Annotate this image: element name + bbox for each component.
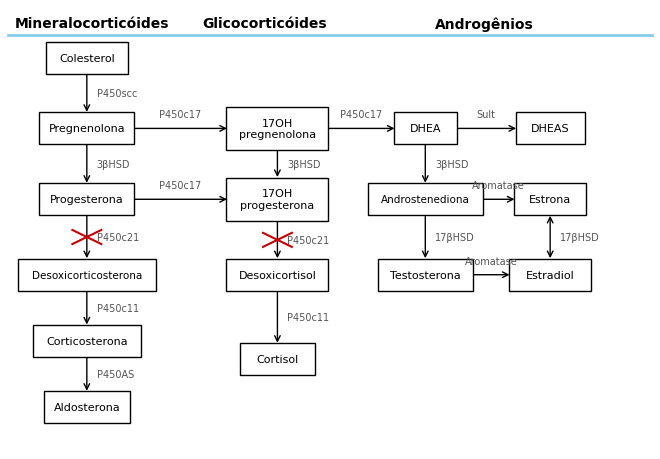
FancyBboxPatch shape (39, 184, 135, 216)
FancyBboxPatch shape (515, 113, 585, 145)
Text: Sult: Sult (477, 110, 496, 120)
FancyBboxPatch shape (226, 259, 329, 291)
Text: Aldosterona: Aldosterona (53, 403, 120, 413)
Text: Testosterona: Testosterona (390, 270, 461, 280)
FancyBboxPatch shape (44, 392, 129, 423)
Text: Estradiol: Estradiol (526, 270, 575, 280)
Text: Androgênios: Androgênios (435, 17, 534, 32)
FancyBboxPatch shape (32, 325, 141, 357)
Text: Cortisol: Cortisol (256, 354, 298, 364)
Text: Corticosterona: Corticosterona (46, 336, 127, 346)
Text: 17OH
progesterona: 17OH progesterona (240, 189, 315, 211)
FancyBboxPatch shape (226, 107, 329, 151)
Text: 3βHSD: 3βHSD (435, 159, 469, 169)
FancyBboxPatch shape (509, 259, 591, 291)
FancyBboxPatch shape (39, 113, 135, 145)
FancyBboxPatch shape (18, 259, 156, 291)
Text: Pregnenolona: Pregnenolona (49, 124, 125, 134)
Text: Aromatase: Aromatase (465, 256, 517, 266)
FancyBboxPatch shape (378, 259, 473, 291)
FancyBboxPatch shape (46, 42, 128, 74)
Text: P450c17: P450c17 (340, 110, 382, 120)
FancyBboxPatch shape (394, 113, 457, 145)
Text: Androstenediona: Androstenediona (381, 195, 470, 205)
Text: Aromatase: Aromatase (472, 181, 525, 191)
Text: P450c17: P450c17 (159, 181, 201, 191)
Text: Desoxicortisol: Desoxicortisol (238, 270, 316, 280)
Text: 17βHSD: 17βHSD (560, 233, 600, 242)
Text: Glicocorticóides: Glicocorticóides (202, 17, 327, 31)
Text: Colesterol: Colesterol (59, 53, 115, 63)
Text: Mineralocorticóides: Mineralocorticóides (15, 17, 169, 31)
Text: 3βHSD: 3βHSD (287, 159, 321, 169)
Text: DHEA: DHEA (410, 124, 441, 134)
Text: P450scc: P450scc (96, 89, 137, 99)
Text: P450c11: P450c11 (287, 312, 329, 322)
Text: P450c17: P450c17 (159, 110, 201, 120)
FancyBboxPatch shape (226, 178, 329, 222)
Text: Estrona: Estrona (529, 195, 572, 205)
Text: P450c21: P450c21 (287, 235, 329, 245)
Text: P450c11: P450c11 (96, 303, 139, 313)
Text: 17OH
pregnenolona: 17OH pregnenolona (239, 118, 316, 140)
FancyBboxPatch shape (240, 343, 315, 375)
Text: 17βHSD: 17βHSD (435, 233, 475, 242)
FancyBboxPatch shape (368, 184, 483, 216)
Text: Progesterona: Progesterona (50, 195, 123, 205)
FancyBboxPatch shape (514, 184, 586, 216)
Text: DHEAS: DHEAS (531, 124, 570, 134)
Text: P450c21: P450c21 (96, 233, 139, 242)
Text: 3βHSD: 3βHSD (96, 159, 130, 169)
Text: Desoxicorticosterona: Desoxicorticosterona (32, 270, 142, 280)
Text: P450AS: P450AS (96, 369, 134, 379)
